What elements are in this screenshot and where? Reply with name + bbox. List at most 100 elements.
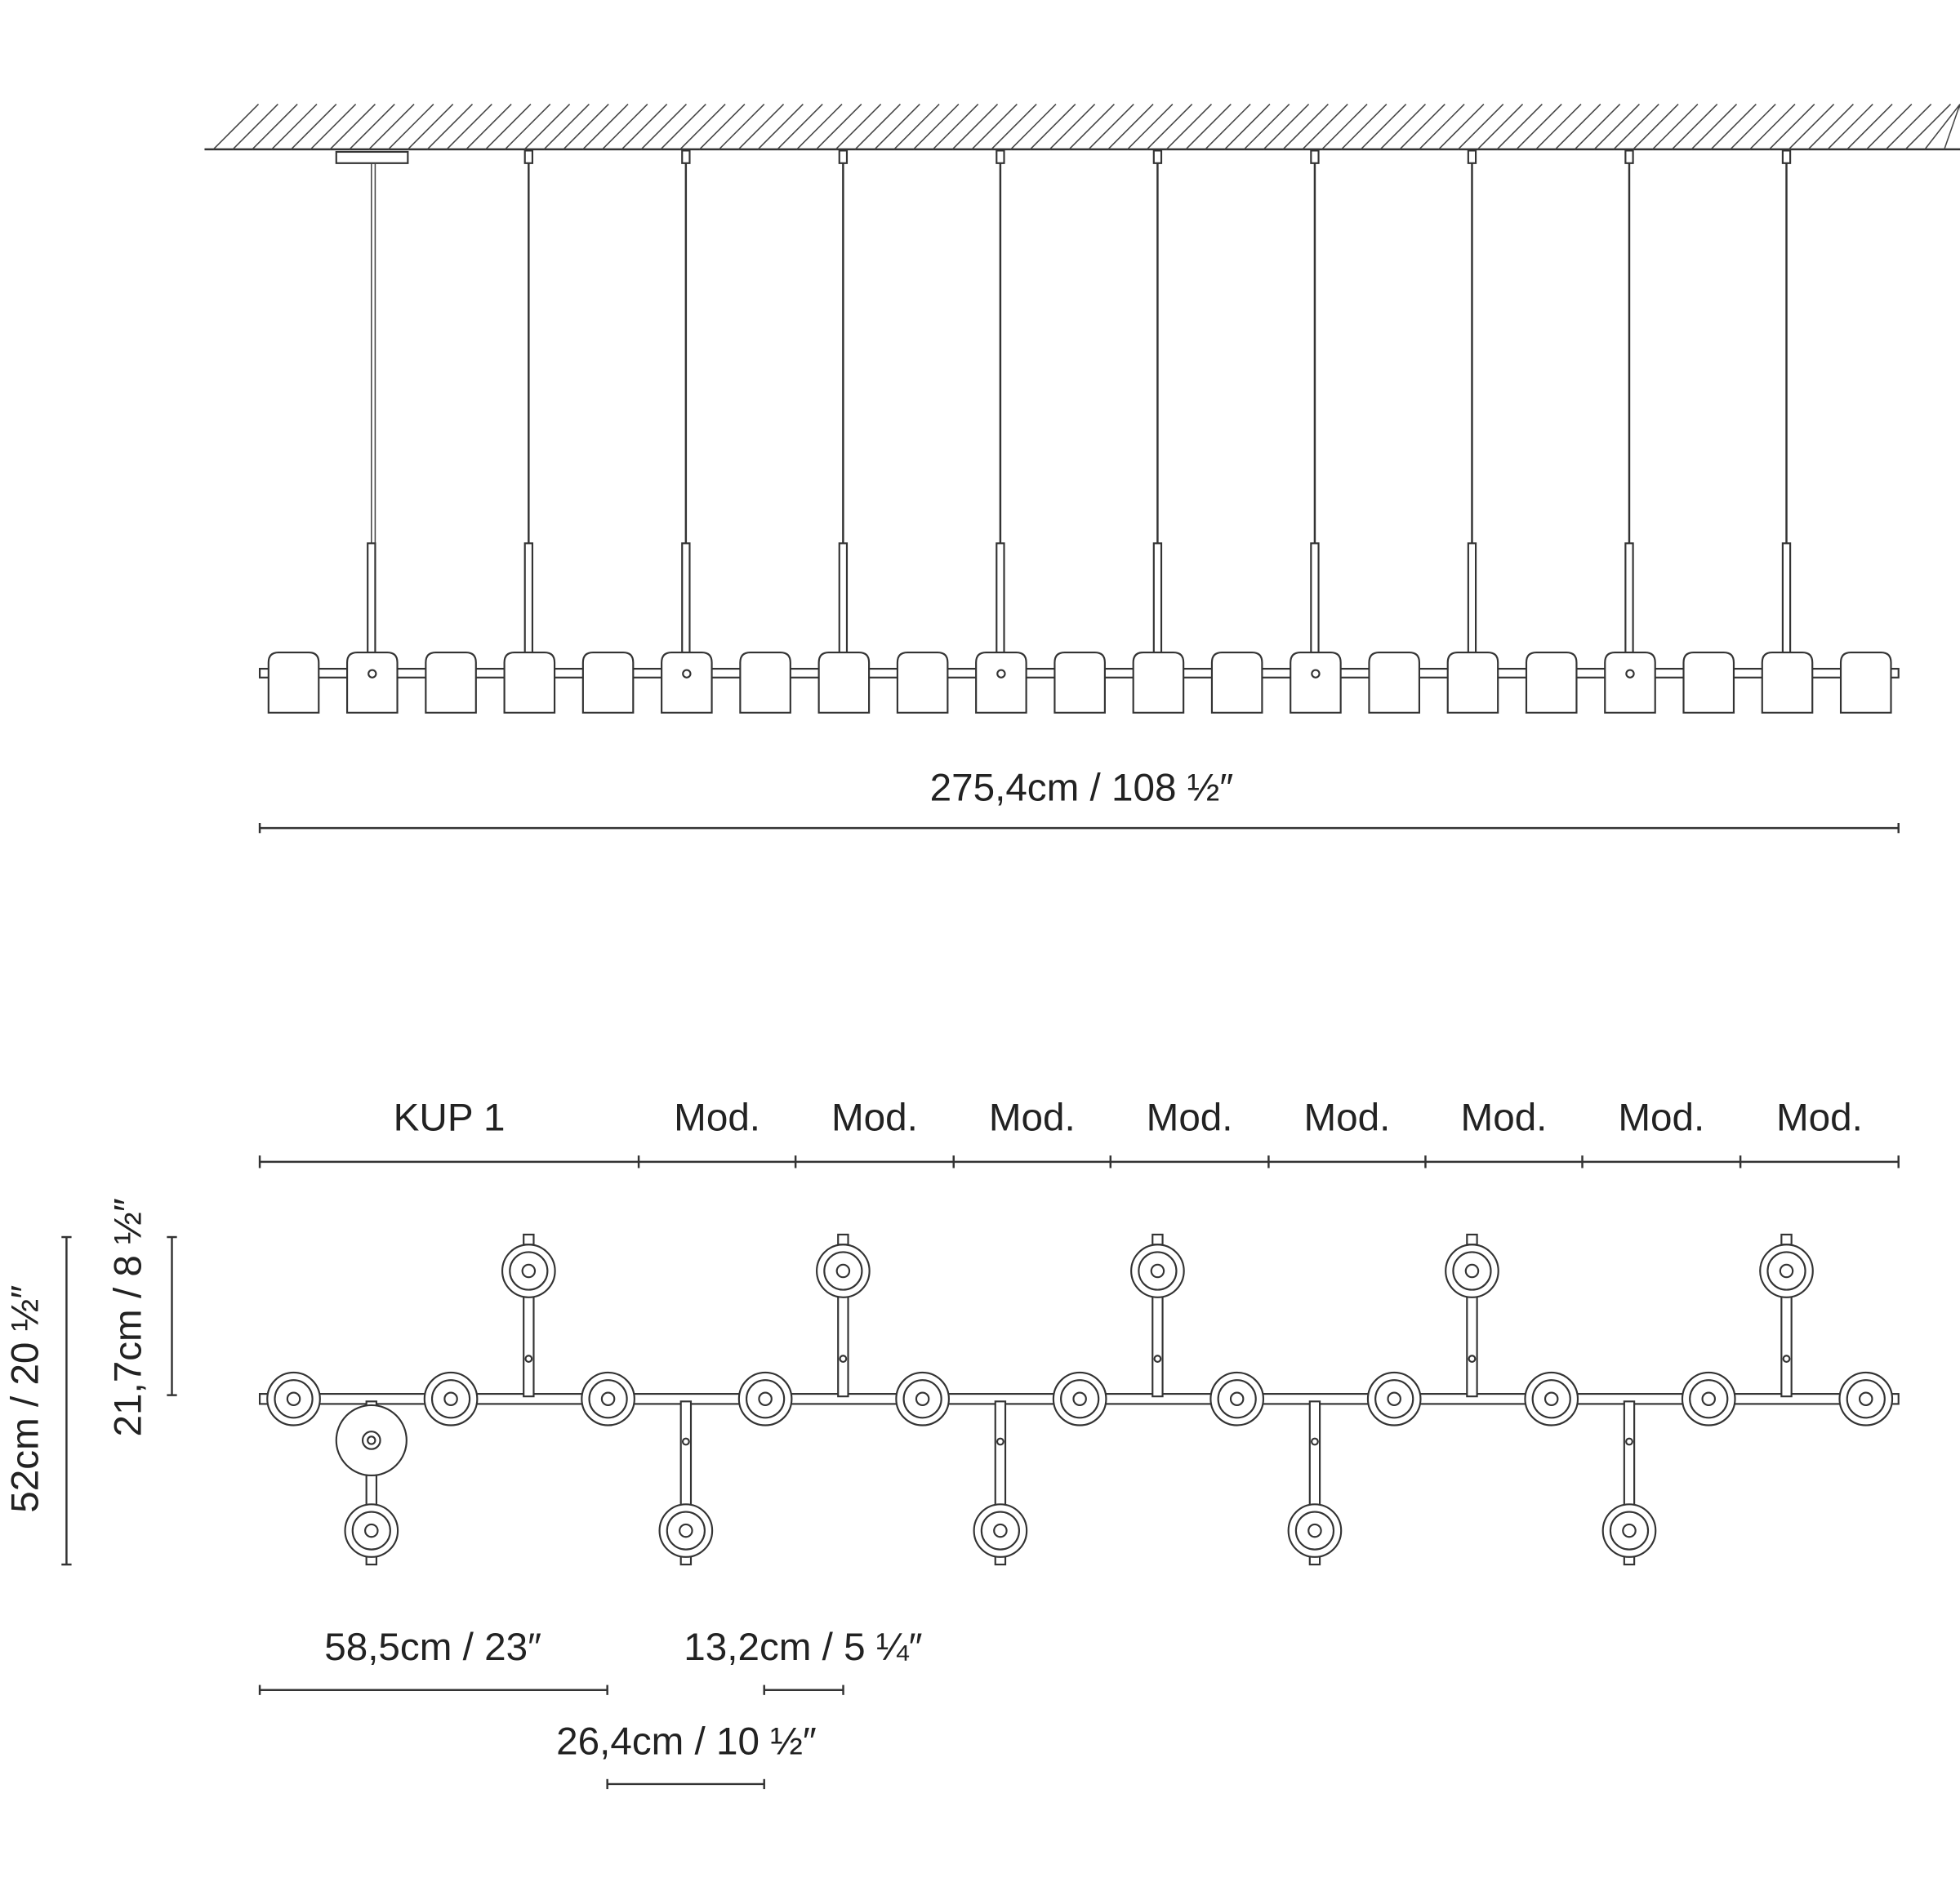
hatch <box>446 104 492 150</box>
hatch <box>1807 104 1854 150</box>
hatch <box>1282 104 1329 150</box>
hatch <box>271 104 318 150</box>
stem <box>523 542 534 654</box>
arm-joint <box>1311 1437 1319 1446</box>
hatch <box>388 104 434 150</box>
hatch <box>466 104 512 150</box>
hatch <box>1788 104 1835 150</box>
cup <box>896 651 949 714</box>
hatch <box>1710 104 1757 150</box>
stem <box>367 542 376 654</box>
depth-arm-label: 21,7cm / 8 ½″ <box>106 1198 149 1436</box>
hatch <box>1496 104 1543 150</box>
hatch <box>1146 104 1193 150</box>
hatch <box>543 104 590 150</box>
cup <box>1132 651 1185 714</box>
hatch <box>1088 104 1134 150</box>
hatch <box>1574 104 1621 150</box>
spot-center <box>1544 1391 1559 1407</box>
hatch <box>1593 104 1640 150</box>
cup <box>1446 651 1499 714</box>
hatch <box>1438 104 1485 150</box>
hatch <box>699 104 746 150</box>
cup <box>345 651 399 714</box>
spot-center <box>1072 1391 1087 1407</box>
hatch <box>1944 104 1960 150</box>
hatch <box>485 104 532 150</box>
cup <box>503 651 556 714</box>
hatch <box>504 104 551 150</box>
spot-center <box>679 1523 693 1538</box>
hatch <box>1243 104 1290 150</box>
hatch <box>1205 104 1251 150</box>
hatch <box>582 104 629 150</box>
arm-joint <box>1625 1437 1633 1446</box>
cup-dot <box>996 669 1006 679</box>
cord-cap <box>1152 149 1163 164</box>
cup <box>739 651 791 714</box>
hatch <box>1768 104 1815 150</box>
hatch <box>1302 104 1348 150</box>
cup-dot <box>682 669 692 679</box>
cord-cap <box>681 149 691 164</box>
hatch <box>1846 104 1893 150</box>
arm-joint <box>996 1437 1004 1446</box>
hatch <box>232 104 278 150</box>
hatch <box>1554 104 1601 150</box>
cord-cap <box>1467 149 1477 164</box>
arm-tab <box>1780 1233 1793 1246</box>
hatch <box>1477 104 1524 150</box>
cord-cap <box>1781 149 1792 164</box>
hatch <box>426 104 474 150</box>
cord-cap <box>1310 149 1320 164</box>
hatch <box>1516 104 1562 150</box>
cup <box>267 651 320 714</box>
spot-center <box>915 1391 930 1407</box>
total-width-label: 275,4cm / 108 ½″ <box>930 767 1234 810</box>
arm-tab <box>837 1233 849 1246</box>
hatch <box>1263 104 1310 150</box>
hatch <box>563 104 609 150</box>
spot-center <box>1150 1263 1165 1279</box>
hatch <box>874 104 920 150</box>
hatch <box>971 104 1018 150</box>
hatch <box>1419 104 1465 150</box>
kup-width-label: 58,5cm / 23″ <box>324 1626 541 1669</box>
arm-joint <box>1782 1355 1791 1363</box>
cup <box>661 651 713 714</box>
canopy <box>335 150 409 164</box>
cup <box>817 651 871 714</box>
hatch <box>640 104 688 150</box>
cord-cap <box>1624 149 1634 164</box>
hatch <box>893 104 940 150</box>
hatch <box>660 104 706 150</box>
hatch <box>1924 104 1960 150</box>
spot-center <box>1701 1391 1716 1407</box>
cord-cap <box>996 149 1005 164</box>
hatch <box>1165 104 1213 150</box>
module-label: Mod. <box>674 1097 760 1140</box>
spot-center <box>1229 1391 1245 1407</box>
hatch <box>1379 104 1426 150</box>
arm-tab <box>1152 1233 1164 1246</box>
hatch <box>1535 104 1582 150</box>
hatch <box>523 104 571 150</box>
module-label: Mod. <box>1618 1097 1704 1140</box>
spot-center <box>1779 1263 1794 1279</box>
hatch <box>951 104 999 150</box>
hatch <box>1613 104 1659 150</box>
arm-joint <box>839 1355 848 1363</box>
hatch <box>991 104 1037 150</box>
spot-center <box>600 1391 616 1407</box>
hatch <box>349 104 395 150</box>
spot-center <box>1859 1391 1873 1407</box>
hatch <box>1671 104 1718 150</box>
hatch <box>212 104 260 150</box>
hatch <box>1865 104 1913 150</box>
cord-cap <box>523 149 534 164</box>
hatch <box>407 104 454 150</box>
cup <box>1525 651 1578 714</box>
hatch <box>1107 104 1154 150</box>
stem <box>996 542 1005 654</box>
arm-tab <box>1466 1233 1478 1246</box>
